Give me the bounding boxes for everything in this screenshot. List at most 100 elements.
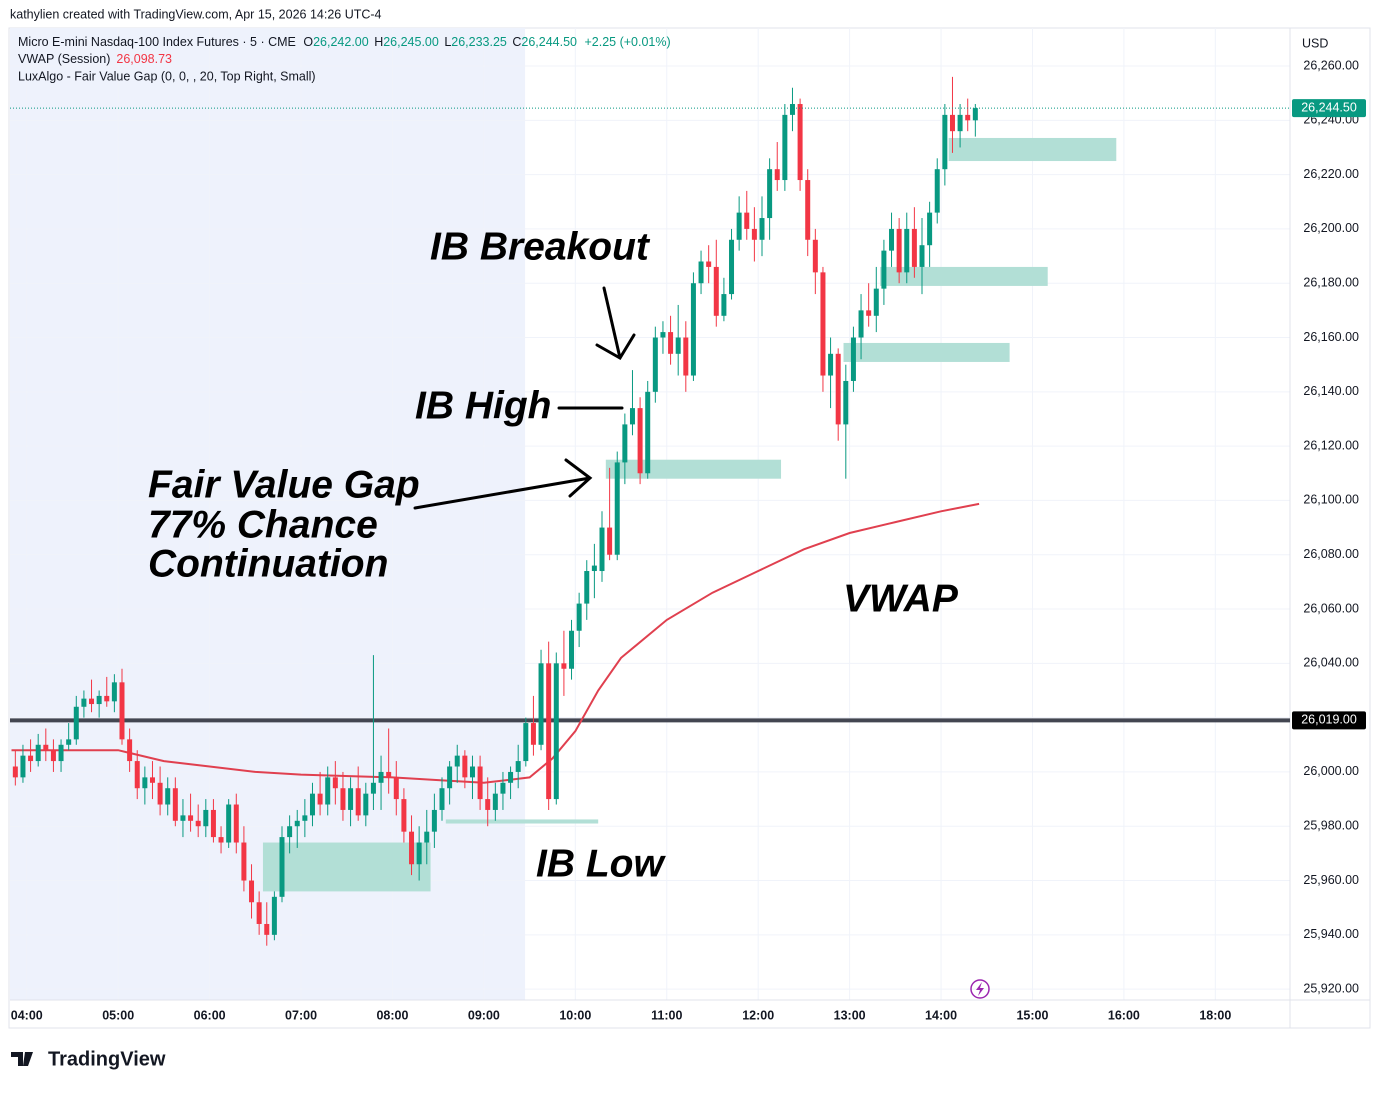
- candle-body: [492, 793, 498, 810]
- candle-body: [188, 815, 194, 821]
- candle-body: [43, 744, 49, 751]
- candle-body: [629, 408, 635, 425]
- candle-body: [736, 212, 742, 240]
- candle-body: [119, 682, 125, 740]
- lightning-icon: [970, 979, 990, 999]
- plot-area: [10, 28, 1370, 1028]
- candle-body: [622, 424, 628, 463]
- candle-body: [508, 771, 514, 783]
- candle-body: [302, 815, 308, 821]
- candle-body: [698, 261, 704, 284]
- x-tick-label: 14:00: [925, 1008, 957, 1022]
- icon-bolt: [976, 982, 984, 996]
- candle-body: [561, 663, 567, 669]
- candle-body: [858, 310, 864, 338]
- y-tick-label: 26,060.00: [1303, 601, 1359, 615]
- ohlc-key: O: [303, 35, 313, 49]
- candle-body: [127, 739, 133, 762]
- change: +2.25 (+0.01%): [584, 35, 670, 49]
- candle-body: [614, 462, 620, 555]
- candle-body: [896, 228, 902, 273]
- candle-body: [683, 337, 689, 376]
- x-tick-label: 16:00: [1108, 1008, 1140, 1022]
- x-tick-label: 10:00: [559, 1008, 591, 1022]
- candle-body: [675, 337, 681, 354]
- y-tick-label: 25,980.00: [1303, 819, 1359, 833]
- candle-body: [850, 337, 856, 381]
- candle-body: [294, 820, 300, 827]
- candle-body: [96, 695, 102, 705]
- indicator-legend: LuxAlgo - Fair Value Gap (0, 0, , 20, To…: [18, 69, 316, 83]
- candle-body: [454, 755, 460, 767]
- candle-body: [477, 766, 483, 800]
- candle-body: [355, 788, 361, 816]
- x-tick-label: 09:00: [468, 1008, 500, 1022]
- candle-body: [370, 782, 376, 794]
- candle-body: [706, 261, 712, 267]
- candle-body: [713, 266, 719, 316]
- candle-body: [287, 826, 293, 838]
- candle-body: [934, 169, 940, 213]
- candle-body: [515, 761, 521, 772]
- y-tick-label: 25,920.00: [1303, 981, 1359, 995]
- candle-body: [469, 766, 475, 778]
- candle-body: [279, 837, 285, 897]
- ohlc-key: H: [374, 35, 383, 49]
- x-tick-label: 08:00: [376, 1008, 408, 1022]
- candle-body: [889, 228, 895, 251]
- candle-body: [942, 114, 948, 170]
- y-tick-label: 25,940.00: [1303, 927, 1359, 941]
- fvg-box: [605, 459, 782, 479]
- candle-body: [348, 788, 354, 810]
- candle-body: [500, 782, 506, 794]
- candle-body: [812, 239, 818, 273]
- candle-body: [965, 114, 971, 121]
- candle-body: [569, 630, 575, 669]
- candle-body: [256, 902, 262, 924]
- y-tick-label: 26,200.00: [1303, 221, 1359, 235]
- candle-body: [424, 831, 430, 843]
- level-label: 26,019.00: [1301, 713, 1357, 727]
- candle-body: [744, 212, 750, 229]
- candle-body: [591, 565, 597, 572]
- candle-body: [553, 663, 559, 800]
- ohlc-value: 26,242.00: [313, 35, 369, 49]
- currency: USD: [1302, 36, 1328, 50]
- y-tick-label: 26,180.00: [1303, 276, 1359, 290]
- annotation: IB High: [415, 384, 551, 427]
- x-tick-label: 11:00: [651, 1008, 682, 1022]
- candle-body: [927, 212, 933, 246]
- y-tick-label: 26,000.00: [1303, 764, 1359, 778]
- symbol-name: Micro E-mini Nasdaq-100 Index Futures · …: [18, 35, 296, 49]
- candle-body: [721, 294, 727, 316]
- candle-body: [751, 228, 757, 240]
- candle-body: [866, 310, 872, 316]
- candle-body: [401, 799, 407, 832]
- candle-body: [652, 337, 658, 392]
- candle-body: [782, 114, 788, 181]
- candle-body: [820, 272, 826, 376]
- candle-body: [873, 288, 879, 316]
- arrow: [595, 286, 636, 361]
- x-tick-label: 12:00: [742, 1008, 774, 1022]
- candle-body: [157, 782, 163, 805]
- candle-body: [447, 766, 453, 789]
- y-tick-label: 26,140.00: [1303, 384, 1359, 398]
- logo: TradingView: [11, 1048, 166, 1070]
- candle-body: [28, 755, 34, 762]
- x-tick-label: 18:00: [1199, 1008, 1231, 1022]
- ohlc-key: C: [512, 35, 521, 49]
- candle-body: [607, 527, 613, 555]
- indicator-name: VWAP (Session): [18, 52, 110, 66]
- candle-body: [210, 809, 216, 838]
- candle-body: [73, 706, 79, 740]
- candle-body: [416, 842, 422, 865]
- candle-body: [58, 744, 64, 762]
- candle-body: [203, 809, 209, 827]
- x-tick-label: 04:00: [11, 1008, 43, 1022]
- candle-body: [881, 250, 887, 289]
- candle-body: [35, 744, 41, 762]
- candle-body: [431, 809, 437, 832]
- candle-body: [317, 793, 323, 805]
